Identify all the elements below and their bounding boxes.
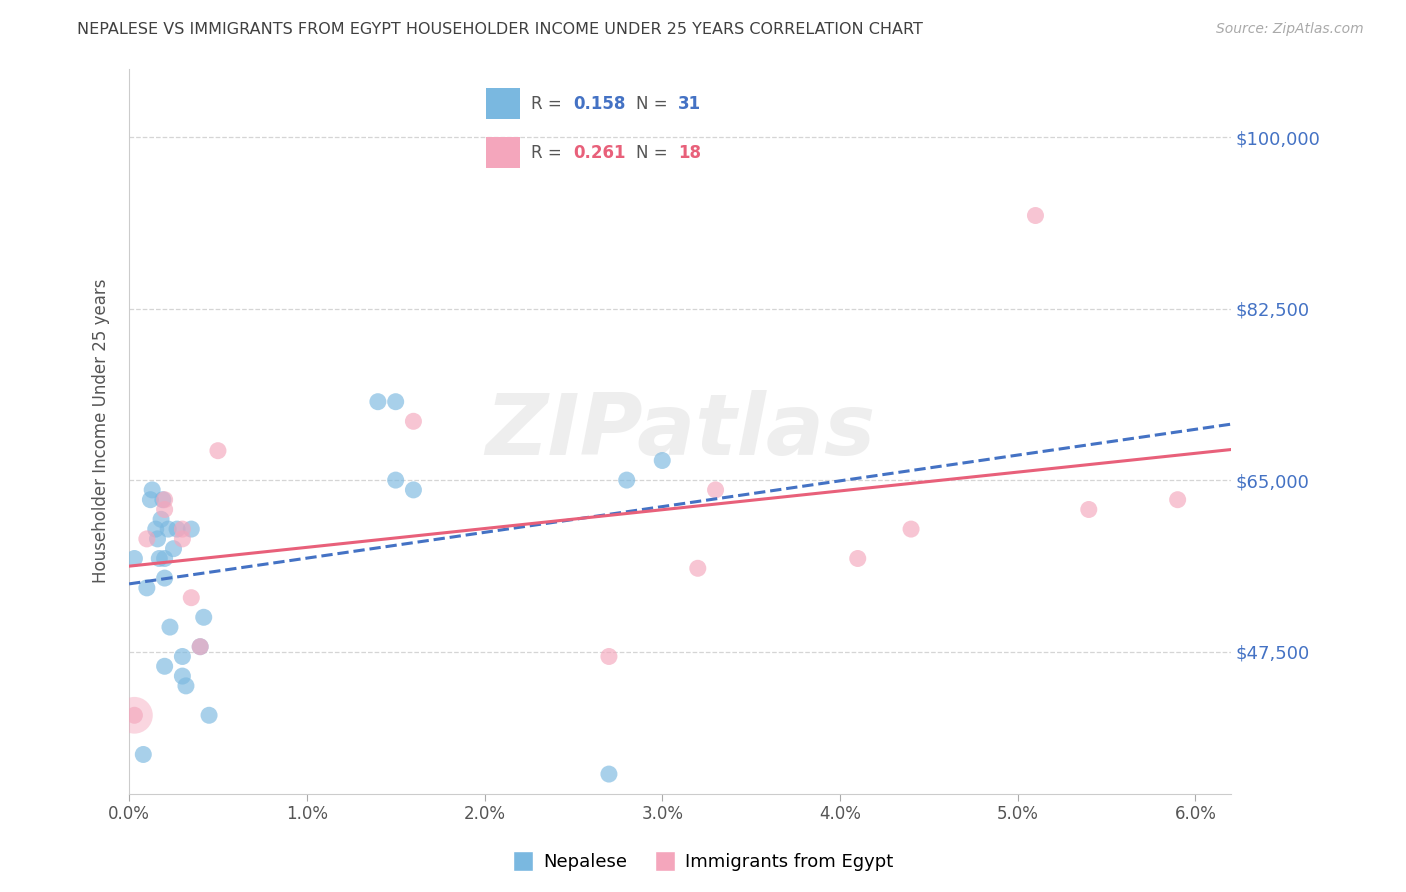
Text: NEPALESE VS IMMIGRANTS FROM EGYPT HOUSEHOLDER INCOME UNDER 25 YEARS CORRELATION : NEPALESE VS IMMIGRANTS FROM EGYPT HOUSEH…	[77, 22, 924, 37]
Text: 0.158: 0.158	[574, 95, 626, 112]
Point	[207, 443, 229, 458]
Point	[172, 669, 194, 683]
Point	[124, 551, 146, 566]
Point	[384, 473, 406, 487]
Text: 0.261: 0.261	[574, 144, 626, 161]
FancyBboxPatch shape	[486, 137, 520, 168]
Legend: Nepalese, Immigrants from Egypt: Nepalese, Immigrants from Egypt	[505, 847, 901, 879]
Point	[153, 571, 176, 585]
Point	[172, 522, 194, 536]
Text: 31: 31	[678, 95, 700, 112]
Point	[193, 610, 215, 624]
FancyBboxPatch shape	[486, 88, 520, 119]
Text: ZIPatlas: ZIPatlas	[485, 390, 875, 473]
Point	[846, 551, 869, 566]
Text: R =: R =	[531, 95, 568, 112]
Point	[159, 620, 181, 634]
Point	[188, 640, 211, 654]
Point	[198, 708, 221, 723]
Point	[153, 492, 176, 507]
Point	[135, 581, 157, 595]
Point	[704, 483, 727, 497]
Point	[172, 532, 194, 546]
Point	[180, 591, 202, 605]
Point	[686, 561, 709, 575]
Point	[124, 708, 146, 723]
Point	[188, 640, 211, 654]
Point	[124, 708, 146, 723]
Point	[402, 483, 425, 497]
Point	[153, 659, 176, 673]
Point	[135, 532, 157, 546]
Point	[180, 522, 202, 536]
Y-axis label: Householder Income Under 25 years: Householder Income Under 25 years	[93, 279, 110, 583]
Point	[1167, 492, 1189, 507]
Point	[153, 551, 176, 566]
Point	[132, 747, 155, 762]
Point	[598, 649, 620, 664]
Text: 18: 18	[678, 144, 700, 161]
Point	[152, 492, 174, 507]
Text: N =: N =	[636, 144, 672, 161]
Point	[139, 492, 162, 507]
Point	[146, 532, 169, 546]
Point	[384, 394, 406, 409]
Point	[157, 522, 180, 536]
Point	[174, 679, 197, 693]
Point	[900, 522, 922, 536]
Point	[148, 551, 170, 566]
Point	[1024, 209, 1046, 223]
Text: R =: R =	[531, 144, 568, 161]
Point	[150, 512, 173, 526]
Point	[166, 522, 188, 536]
Point	[651, 453, 673, 467]
Point	[1077, 502, 1099, 516]
Point	[172, 649, 194, 664]
Point	[367, 394, 389, 409]
Point	[145, 522, 167, 536]
Point	[153, 502, 176, 516]
Point	[162, 541, 184, 556]
Point	[402, 414, 425, 428]
Text: N =: N =	[636, 95, 672, 112]
Point	[598, 767, 620, 781]
Point	[616, 473, 638, 487]
Point	[141, 483, 163, 497]
Text: Source: ZipAtlas.com: Source: ZipAtlas.com	[1216, 22, 1364, 37]
